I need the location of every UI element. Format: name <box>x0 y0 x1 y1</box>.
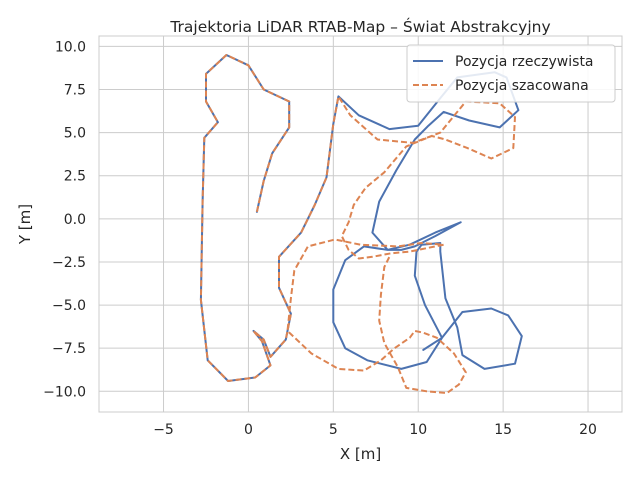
y-tick-label: −5.0 <box>52 298 86 314</box>
y-tick-label: −7.5 <box>52 341 86 357</box>
y-tick-label: 10.0 <box>55 39 86 55</box>
chart-title: Trajektoria LiDAR RTAB-Map – Świat Abstr… <box>169 17 550 36</box>
x-tick-label: 0 <box>244 422 253 438</box>
y-tick-label: −10.0 <box>43 384 86 400</box>
y-tick-label: 7.5 <box>64 82 86 98</box>
legend: Pozycja rzeczywista Pozycja szacowana <box>406 44 616 103</box>
legend-label-pozycja-szacowana: Pozycja szacowana <box>455 78 589 94</box>
x-axis-label: X [m] <box>340 445 381 463</box>
x-tick-label: −5 <box>153 422 174 438</box>
legend-label-pozycja-rzeczywista: Pozycja rzeczywista <box>455 54 594 70</box>
x-tick-label: 15 <box>494 422 512 438</box>
y-tick-label: −2.5 <box>52 255 86 271</box>
x-tick-label: 10 <box>409 422 427 438</box>
series-layer <box>199 54 523 394</box>
x-tick-label: 5 <box>329 422 338 438</box>
series-line-pozycja-szacowana <box>199 54 516 394</box>
y-tick-label: 5.0 <box>64 126 86 142</box>
ticks: −5 0 5 10 15 20 −10.0 −7.5 −5.0 −2.5 0.0 2.5 5.0 7.5 1… <box>43 39 597 438</box>
legend-box <box>406 44 616 103</box>
x-tick-label: 20 <box>579 422 597 438</box>
y-tick-label: 2.5 <box>64 169 86 185</box>
y-tick-label: 0.0 <box>64 212 86 228</box>
y-axis-label: Y [m] <box>16 204 34 245</box>
